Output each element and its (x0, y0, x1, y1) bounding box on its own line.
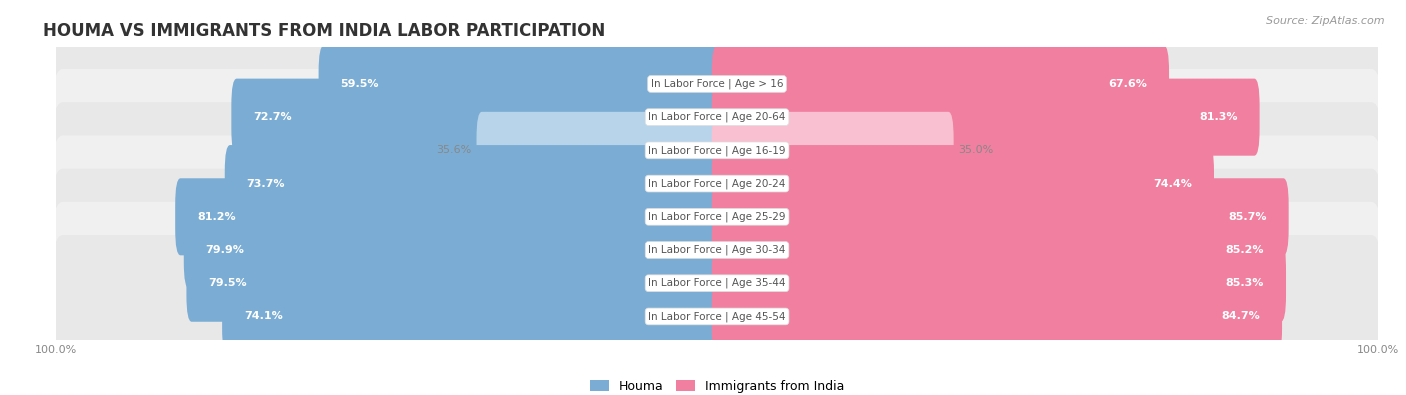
Text: 74.4%: 74.4% (1153, 179, 1192, 188)
FancyBboxPatch shape (49, 135, 1385, 298)
FancyBboxPatch shape (184, 211, 723, 288)
FancyBboxPatch shape (49, 235, 1385, 395)
FancyBboxPatch shape (176, 178, 723, 255)
Text: In Labor Force | Age 45-54: In Labor Force | Age 45-54 (648, 311, 786, 322)
FancyBboxPatch shape (711, 245, 1286, 322)
Text: In Labor Force | Age 16-19: In Labor Force | Age 16-19 (648, 145, 786, 156)
FancyBboxPatch shape (49, 169, 1385, 331)
Text: HOUMA VS IMMIGRANTS FROM INDIA LABOR PARTICIPATION: HOUMA VS IMMIGRANTS FROM INDIA LABOR PAR… (44, 22, 605, 40)
Text: In Labor Force | Age 20-24: In Labor Force | Age 20-24 (648, 178, 786, 189)
FancyBboxPatch shape (711, 278, 1282, 355)
Text: 74.1%: 74.1% (243, 311, 283, 322)
Text: 35.0%: 35.0% (959, 145, 994, 155)
Text: 85.7%: 85.7% (1229, 212, 1267, 222)
Text: 35.6%: 35.6% (437, 145, 472, 155)
Text: 67.6%: 67.6% (1108, 79, 1147, 89)
Text: 85.2%: 85.2% (1225, 245, 1264, 255)
Text: 84.7%: 84.7% (1222, 311, 1260, 322)
Text: In Labor Force | Age 20-64: In Labor Force | Age 20-64 (648, 112, 786, 122)
Text: In Labor Force | Age 35-44: In Labor Force | Age 35-44 (648, 278, 786, 288)
FancyBboxPatch shape (711, 45, 1168, 122)
Text: In Labor Force | Age > 16: In Labor Force | Age > 16 (651, 79, 783, 89)
FancyBboxPatch shape (49, 69, 1385, 232)
FancyBboxPatch shape (49, 102, 1385, 265)
Text: 85.3%: 85.3% (1226, 278, 1264, 288)
Text: 59.5%: 59.5% (340, 79, 378, 89)
FancyBboxPatch shape (711, 145, 1213, 222)
FancyBboxPatch shape (477, 112, 723, 189)
Text: 79.9%: 79.9% (205, 245, 245, 255)
FancyBboxPatch shape (711, 211, 1285, 288)
FancyBboxPatch shape (319, 45, 723, 122)
Text: 81.3%: 81.3% (1199, 112, 1237, 122)
Text: 73.7%: 73.7% (246, 179, 285, 188)
Text: 81.2%: 81.2% (197, 212, 236, 222)
FancyBboxPatch shape (187, 245, 723, 322)
FancyBboxPatch shape (711, 79, 1260, 156)
Text: In Labor Force | Age 25-29: In Labor Force | Age 25-29 (648, 212, 786, 222)
FancyBboxPatch shape (49, 202, 1385, 365)
Text: 72.7%: 72.7% (253, 112, 292, 122)
FancyBboxPatch shape (49, 36, 1385, 199)
FancyBboxPatch shape (711, 178, 1289, 255)
FancyBboxPatch shape (222, 278, 723, 355)
FancyBboxPatch shape (225, 145, 723, 222)
FancyBboxPatch shape (49, 2, 1385, 166)
Text: 79.5%: 79.5% (208, 278, 247, 288)
FancyBboxPatch shape (232, 79, 723, 156)
FancyBboxPatch shape (711, 112, 953, 189)
Legend: Houma, Immigrants from India: Houma, Immigrants from India (585, 375, 849, 395)
Text: Source: ZipAtlas.com: Source: ZipAtlas.com (1267, 16, 1385, 26)
Text: In Labor Force | Age 30-34: In Labor Force | Age 30-34 (648, 245, 786, 255)
